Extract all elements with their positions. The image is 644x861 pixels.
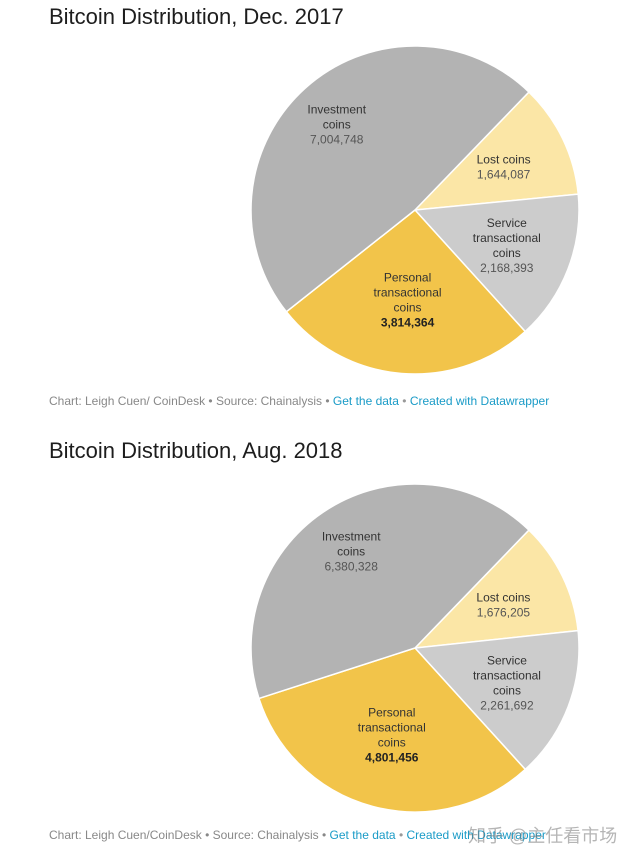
slice-value-text: 6,380,328 (324, 560, 378, 574)
slice-value-text: 2,168,393 (480, 261, 534, 275)
chart-title: Bitcoin Distribution, Dec. 2017 (49, 4, 344, 29)
slice-name-text: Lost coins (476, 590, 530, 604)
pie-slice-investment-coins (250, 45, 530, 313)
pie-slice-service-transactional-coins (413, 629, 580, 771)
pie-chart: Lost coins1,644,087Servicetransactionalc… (250, 45, 580, 375)
slice-name-text: transactional (473, 669, 541, 683)
datawrapper-link[interactable]: Created with Datawrapper (406, 828, 546, 842)
datawrapper-link[interactable]: Created with Datawrapper (409, 394, 550, 408)
chart-credit: Chart: Leigh Cuen/ CoinDesk • Source: Ch… (49, 394, 549, 408)
slice-value-text: 2,261,692 (480, 699, 534, 713)
slice-name-text: Investment (322, 530, 381, 544)
pie-slice-lost-coins (413, 528, 579, 649)
watermark-text: 知乎 @主任看市场 (468, 826, 618, 846)
slice-name-text: coins (493, 684, 521, 698)
credit-text: Chart: Leigh Cuen/ CoinDesk • Source: Ch… (49, 394, 330, 408)
slice-name-text: coins (337, 545, 365, 559)
slice-name-text: coins (493, 246, 521, 260)
slice-name-text: coins (378, 736, 406, 750)
pie-slice-personal-transactional-coins (285, 208, 527, 375)
slice-value-text: 7,004,748 (310, 133, 364, 147)
chart-credit: Chart: Leigh Cuen/CoinDesk • Source: Cha… (49, 828, 546, 842)
slice-value-text: 3,814,364 (381, 315, 435, 329)
slice-name-text: Personal (384, 270, 431, 284)
slice-name-text: coins (323, 118, 351, 132)
get-the-data-link[interactable]: Get the data (329, 828, 396, 842)
chart-title: Bitcoin Distribution, Aug. 2018 (49, 438, 343, 463)
pie-chart: Lost coins1,676,205Servicetransactionalc… (250, 483, 580, 813)
get-the-data-link[interactable]: Get the data (332, 394, 399, 408)
slice-name-text: Service (487, 216, 527, 230)
slice-value-text: 4,801,456 (365, 751, 419, 765)
slice-name-text: Investment (307, 103, 366, 117)
slice-name-text: Lost coins (477, 153, 531, 167)
pie-slice-service-transactional-coins (413, 193, 580, 333)
slice-name-text: transactional (358, 721, 426, 735)
pie-slice-investment-coins (250, 483, 530, 700)
credit-text: Chart: Leigh Cuen/CoinDesk • Source: Cha… (49, 828, 327, 842)
slice-name-text: Service (487, 654, 527, 668)
slice-value-text: 1,644,087 (477, 168, 531, 182)
slice-name-text: transactional (473, 231, 541, 245)
pie-slice-personal-transactional-coins (258, 647, 527, 813)
pie-slice-lost-coins (413, 90, 580, 211)
slice-name-text: transactional (374, 285, 442, 299)
credit-separator: • (402, 394, 407, 408)
slice-value-text: 1,676,205 (477, 605, 531, 619)
credit-separator: • (398, 828, 404, 842)
slice-name-text: Personal (368, 706, 415, 720)
slice-name-text: coins (394, 300, 422, 314)
